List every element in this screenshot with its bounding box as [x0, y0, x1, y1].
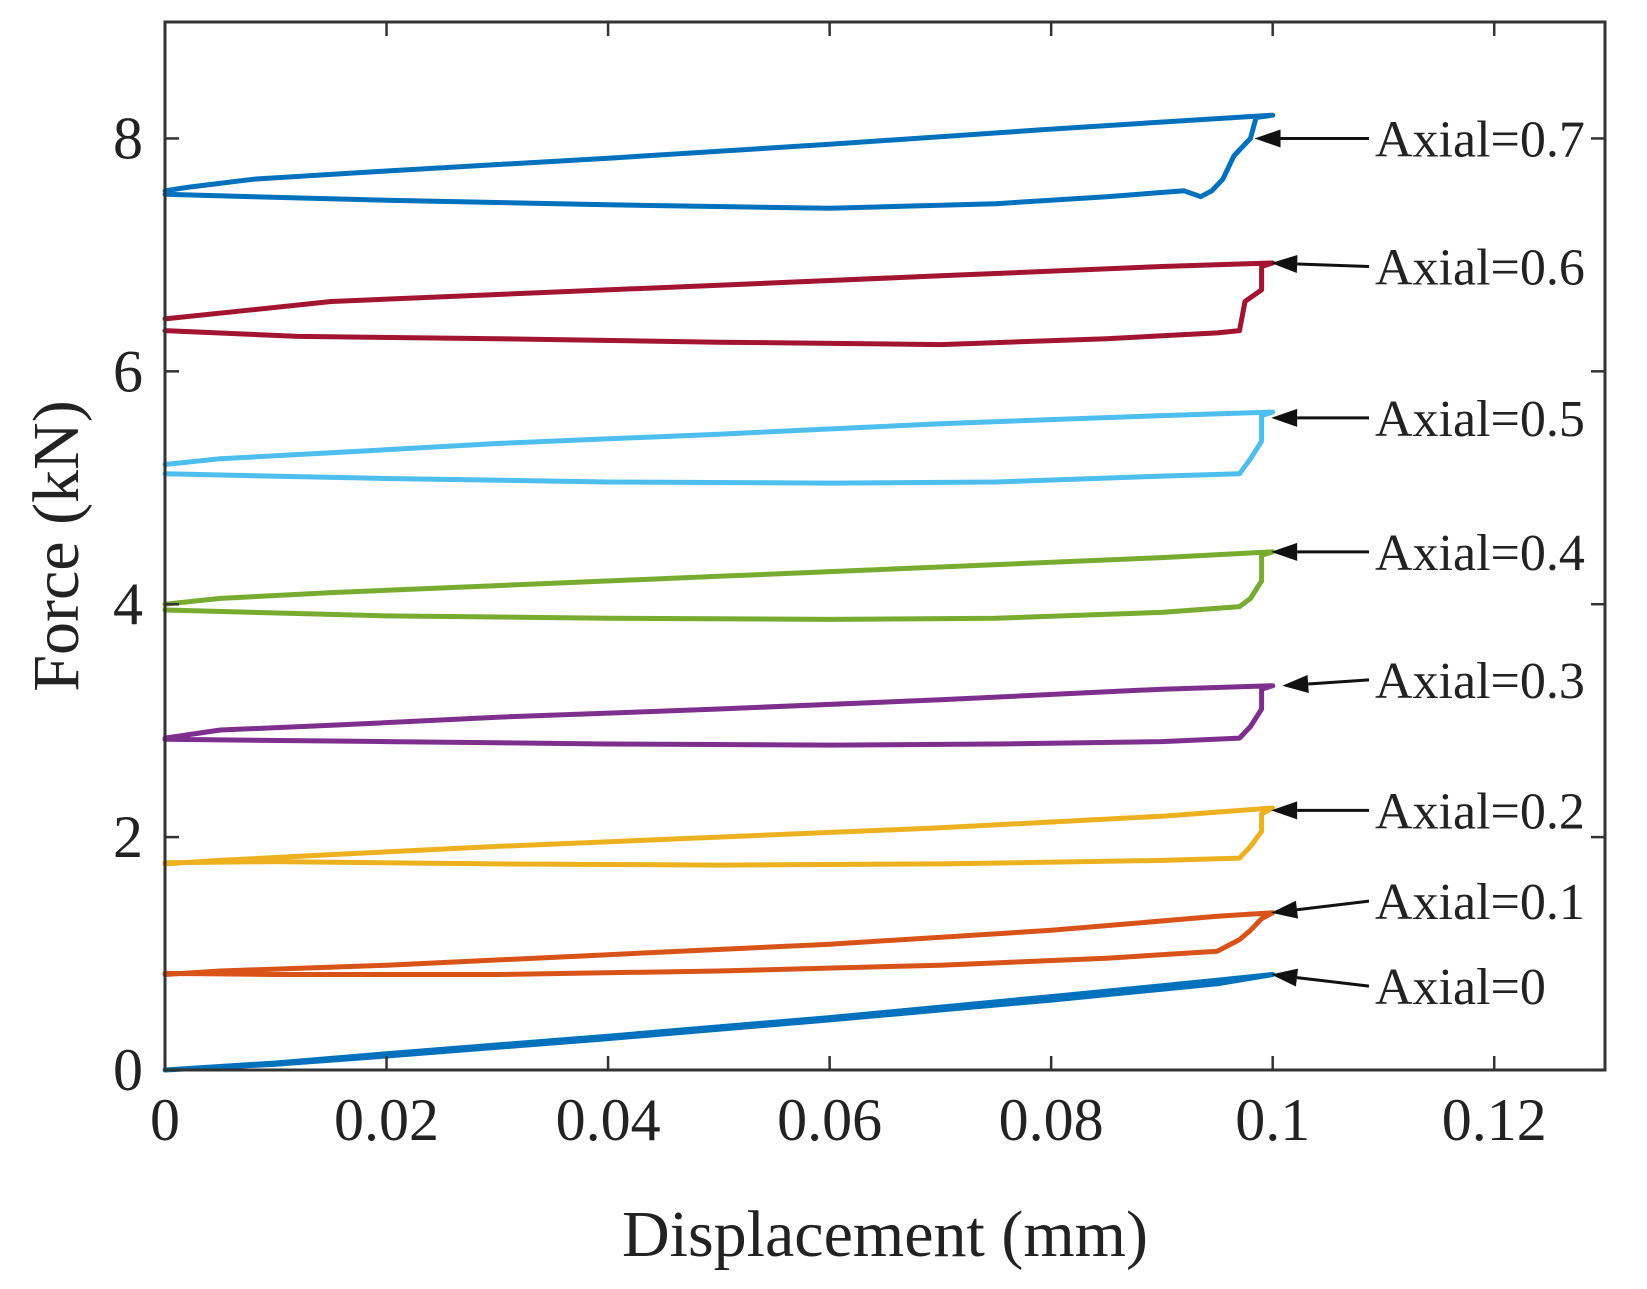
series-line-axial-0-5	[162, 409, 1276, 486]
annotation-label-axial-0-3: Axial=0.3	[1375, 653, 1585, 710]
x-tick-label: 0.12	[1442, 1087, 1547, 1153]
annotation-arrowhead	[1282, 675, 1309, 693]
y-tick-label: 0	[113, 1037, 143, 1103]
y-tick-label: 8	[113, 105, 143, 171]
annotation-arrowhead	[1271, 900, 1299, 919]
annotation-label-axial-0: Axial=0	[1375, 959, 1546, 1016]
annotation-label-axial-0-6: Axial=0.6	[1375, 240, 1585, 297]
annotation-arrow-line	[1297, 262, 1370, 269]
series-layer	[162, 112, 1276, 1073]
annotation-arrowhead	[1271, 801, 1298, 820]
annotation-layer: Axial=0.7 Axial=0.6 Axial=0.5 Axial=0.4 Axia…	[1254, 111, 1585, 1016]
series-line-axial-0-1	[162, 910, 1276, 977]
annotation-arrowhead	[1271, 968, 1299, 987]
axes-frame	[163, 20, 1607, 1072]
series-line-axial-0-6	[162, 260, 1276, 348]
annotation-label-axial-0-1: Axial=0.1	[1375, 874, 1585, 931]
annotation-arrowhead	[1271, 254, 1298, 273]
x-tick-label: 0.08	[999, 1087, 1104, 1153]
y-tick-label: 2	[113, 804, 143, 870]
x-tick-label: 0.06	[777, 1087, 882, 1153]
y-axis-label: Force (kN)	[20, 400, 93, 691]
annotation-arrowhead	[1254, 129, 1281, 148]
annotation-arrow-line	[1296, 976, 1370, 988]
y-tick-label: 6	[113, 338, 143, 404]
annotation-label-axial-0-2: Axial=0.2	[1375, 783, 1585, 840]
x-axis-label: Displacement (mm)	[622, 1198, 1148, 1271]
x-tick-label: 0	[150, 1087, 180, 1153]
annotation-arrow-line	[1308, 678, 1370, 686]
tick-layer: 0 0.02 0.04 0.06 0.08 0.1 0.12 0 2 4 6 8	[113, 22, 1605, 1153]
series-line-axial-0-7	[162, 112, 1276, 211]
series-line-axial-0-2	[162, 805, 1276, 868]
x-tick-label: 0.02	[334, 1087, 439, 1153]
annotation-arrowhead	[1271, 542, 1298, 561]
x-tick-label: 0.04	[556, 1087, 661, 1153]
annotation-arrow-line	[1296, 899, 1370, 912]
y-tick-label: 4	[113, 571, 143, 637]
annotation-label-axial-0-4: Axial=0.4	[1375, 525, 1585, 582]
series-line-axial-0-3	[162, 683, 1276, 748]
annotation-label-axial-0-7: Axial=0.7	[1375, 111, 1585, 168]
series-line-axial-0-4	[162, 549, 1276, 622]
annotation-label-axial-0-5: Axial=0.5	[1375, 391, 1585, 448]
series-line-axial-0	[162, 972, 1276, 1073]
annotation-arrowhead	[1271, 408, 1298, 427]
x-tick-label: 0.1	[1235, 1087, 1310, 1153]
